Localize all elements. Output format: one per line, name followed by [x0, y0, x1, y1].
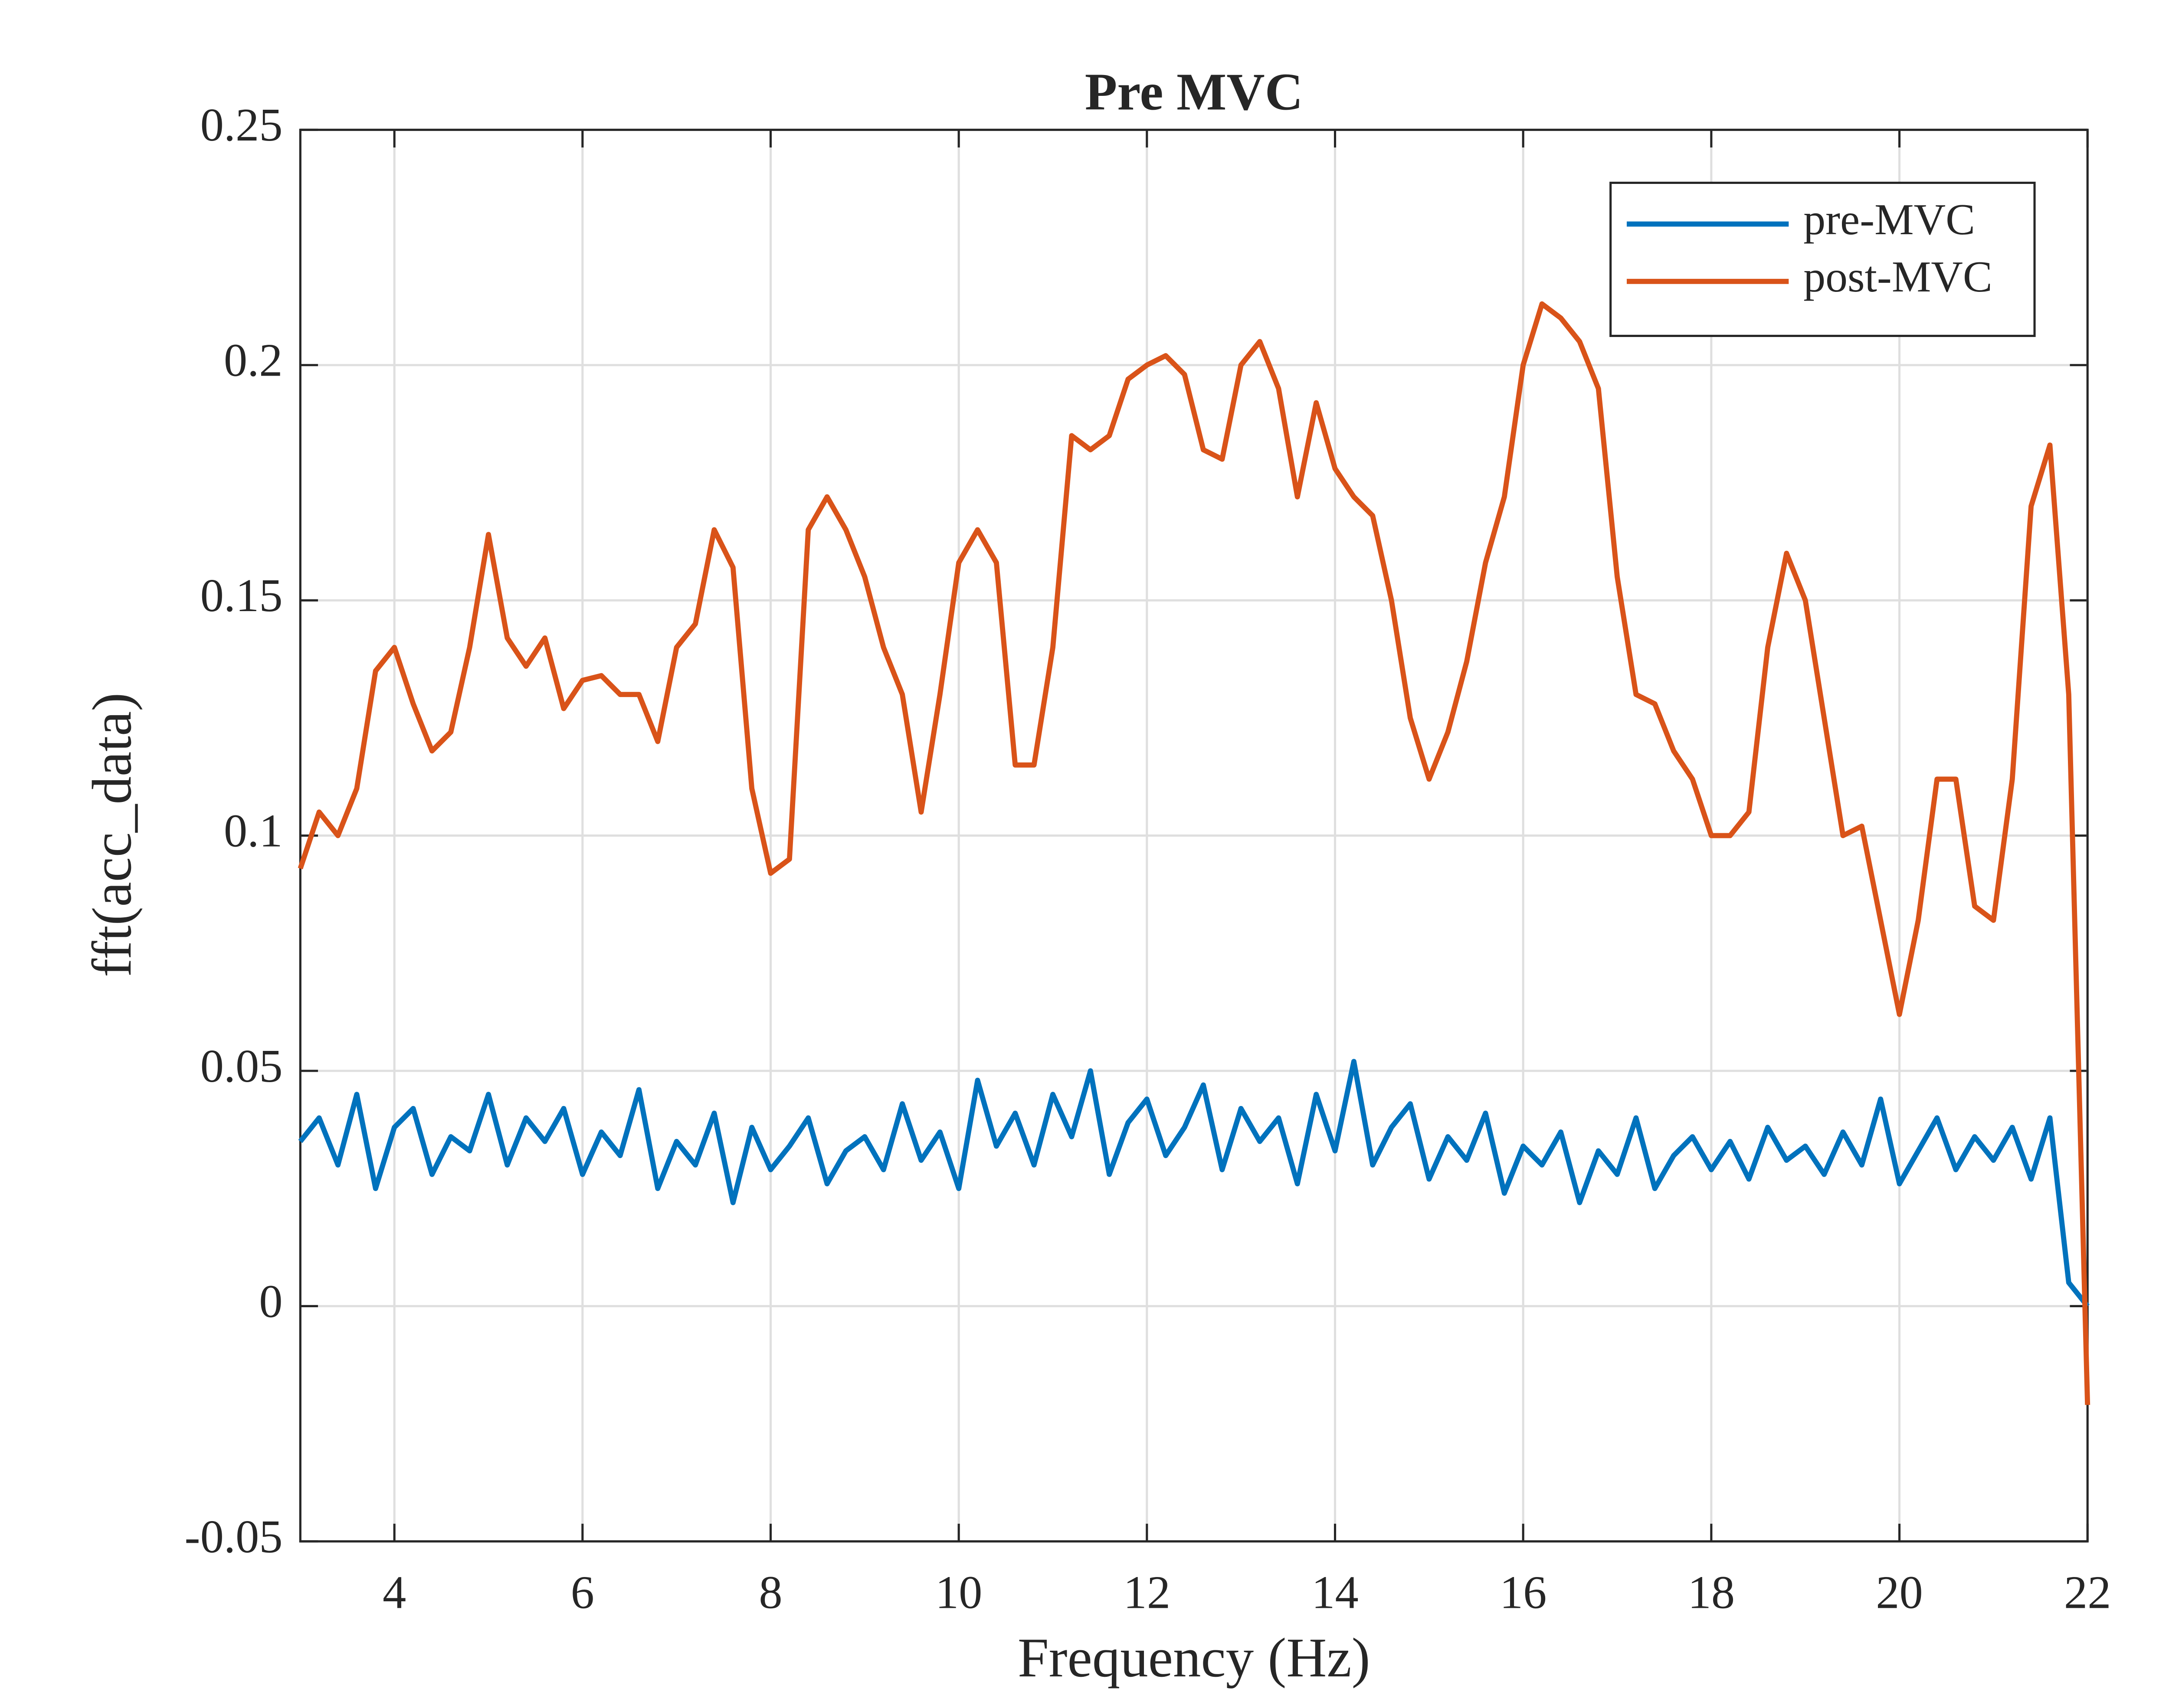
y-tick-label: -0.05 — [184, 1511, 282, 1563]
data-line — [298, 301, 2090, 1405]
x-tick-label: 22 — [2064, 1567, 2111, 1619]
data-line — [298, 1059, 2090, 1308]
x-axis-label: Frequency (Hz) — [1018, 1626, 1370, 1688]
x-tick-label: 16 — [1500, 1567, 1547, 1619]
y-tick-label: 0.15 — [200, 569, 283, 622]
legend-label: pre-MVC — [1803, 195, 1975, 244]
x-tick-label: 8 — [759, 1567, 782, 1619]
y-tick-label: 0 — [259, 1275, 282, 1327]
x-tick-label: 4 — [383, 1567, 406, 1619]
y-tick-label: 0.2 — [224, 334, 283, 386]
x-tick-label: 10 — [935, 1567, 983, 1619]
y-axis-label: fft(acc_data) — [81, 693, 143, 977]
y-tick-label: 0.1 — [224, 805, 283, 857]
x-tick-label: 6 — [571, 1567, 594, 1619]
x-tick-label: 18 — [1688, 1567, 1735, 1619]
legend: pre-MVC post-MVC — [1609, 181, 2036, 337]
y-tick-label: 0.25 — [200, 99, 283, 151]
legend-box — [1609, 181, 2036, 337]
x-tick-label: 20 — [1876, 1567, 1923, 1619]
x-tick-label: 14 — [1311, 1567, 1359, 1619]
chart-title: Pre MVC — [1085, 63, 1303, 121]
plot-frame — [299, 128, 2089, 1543]
y-tick-label: 0.05 — [200, 1040, 283, 1092]
legend-label: post-MVC — [1803, 252, 1992, 301]
x-tick-label: 12 — [1124, 1567, 1171, 1619]
